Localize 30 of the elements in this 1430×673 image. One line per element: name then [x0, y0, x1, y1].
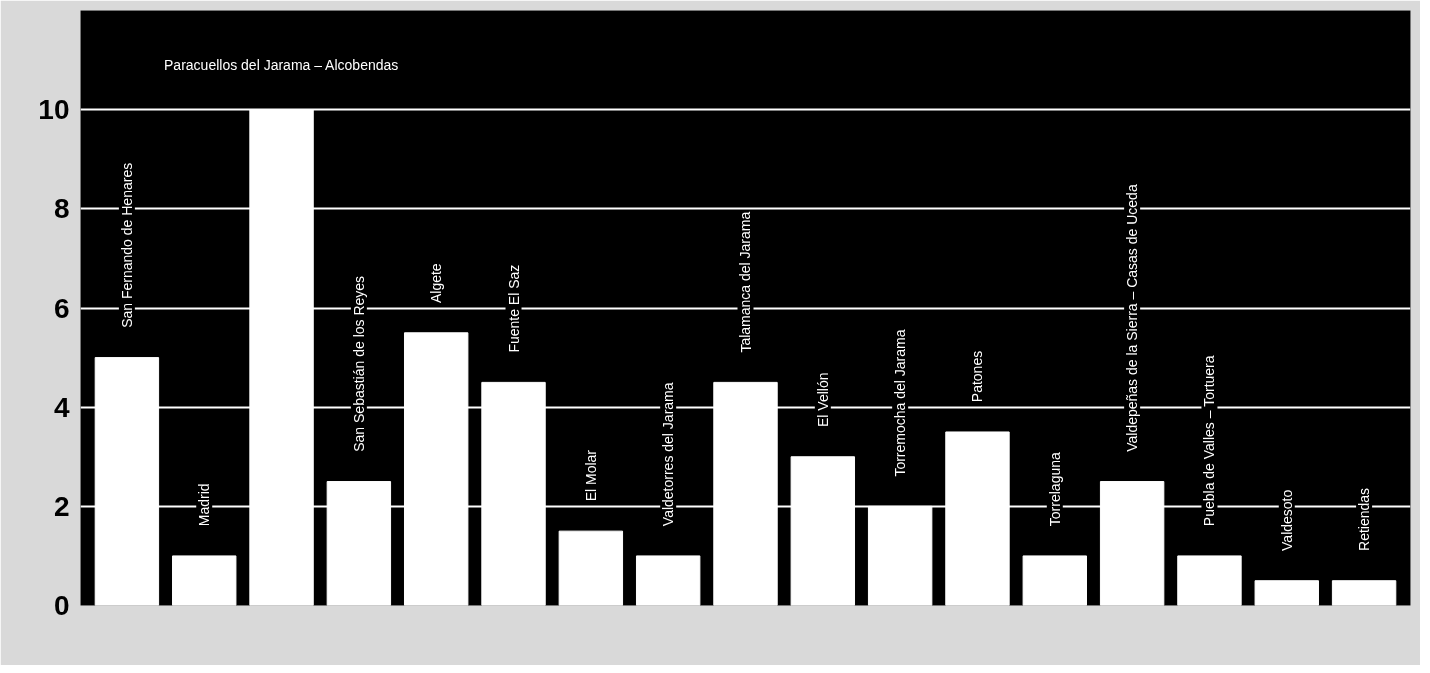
x-tick-label: Paracuellos del Jarama – Alcobendas: [164, 57, 399, 74]
bar: [1254, 580, 1319, 606]
bar: [172, 555, 237, 606]
x-tick-label: San Sebastián de los Reyes: [350, 275, 367, 452]
y-tick-label: 2: [53, 490, 70, 522]
x-tick-label: Puebla de Valles – Tortuera: [1201, 355, 1218, 527]
x-tick-label: El Molar: [582, 449, 599, 502]
x-tick-label: El Vellón: [814, 372, 831, 427]
x-tick-label: Torremocha del Jarama: [892, 329, 909, 477]
y-tick-label: 10: [38, 94, 70, 126]
x-tick-label: Fuente El Saz: [505, 264, 522, 353]
x-tick-label: Algete: [428, 263, 445, 304]
x-tick-label: Patones: [969, 350, 986, 403]
x-tick-label: Valdepeñas de la Sierra – Casas de Uceda: [1124, 184, 1141, 452]
y-tick-label: 4: [53, 391, 70, 423]
bar: [1022, 555, 1088, 606]
bar: [1331, 580, 1397, 606]
bar: [635, 555, 701, 606]
bar: [558, 530, 624, 606]
x-tick-label: Talamanca del Jarama: [737, 211, 754, 353]
x-tick-label: San Fernando de Henares: [118, 162, 135, 328]
y-tick-label: 0: [53, 590, 70, 621]
y-tick-label: 8: [53, 193, 70, 225]
x-tick-label: Valdesoto: [1278, 489, 1295, 551]
bar: [1177, 555, 1242, 606]
x-tick-label: Madrid: [196, 483, 213, 527]
x-tick-label: Valdetorres del Jarama: [660, 382, 677, 527]
x-tick-label: Retiendas: [1356, 487, 1373, 551]
x-tick-label: Torrelaguna: [1046, 452, 1063, 527]
y-tick-label: 6: [53, 292, 70, 324]
